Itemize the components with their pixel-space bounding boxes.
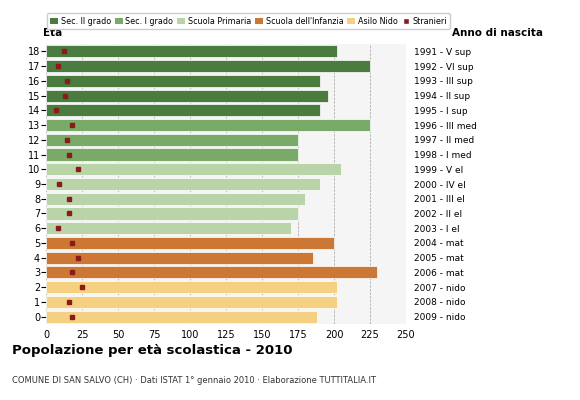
Bar — [46, 90, 328, 102]
Bar — [46, 119, 370, 131]
Bar — [46, 193, 305, 205]
Bar — [46, 75, 320, 87]
Bar — [46, 266, 377, 278]
Text: Anno di nascita: Anno di nascita — [452, 28, 543, 38]
Bar — [46, 178, 320, 190]
Text: COMUNE DI SAN SALVO (CH) · Dati ISTAT 1° gennaio 2010 · Elaborazione TUTTITALIA.: COMUNE DI SAN SALVO (CH) · Dati ISTAT 1°… — [12, 376, 376, 385]
Bar — [46, 104, 320, 116]
Bar — [46, 310, 317, 323]
Bar — [46, 237, 334, 249]
Bar — [46, 45, 337, 58]
Bar — [46, 222, 291, 234]
Bar — [46, 60, 370, 72]
Bar — [46, 163, 341, 175]
Legend: Sec. II grado, Sec. I grado, Scuola Primaria, Scuola dell'Infanzia, Asilo Nido, : Sec. II grado, Sec. I grado, Scuola Prim… — [47, 13, 450, 29]
Bar — [46, 252, 313, 264]
Text: Popolazione per età scolastica - 2010: Popolazione per età scolastica - 2010 — [12, 344, 292, 357]
Bar — [46, 296, 337, 308]
Text: Età: Età — [43, 28, 62, 38]
Bar — [46, 208, 298, 220]
Bar — [46, 134, 298, 146]
Bar — [46, 148, 298, 160]
Bar — [46, 281, 337, 293]
